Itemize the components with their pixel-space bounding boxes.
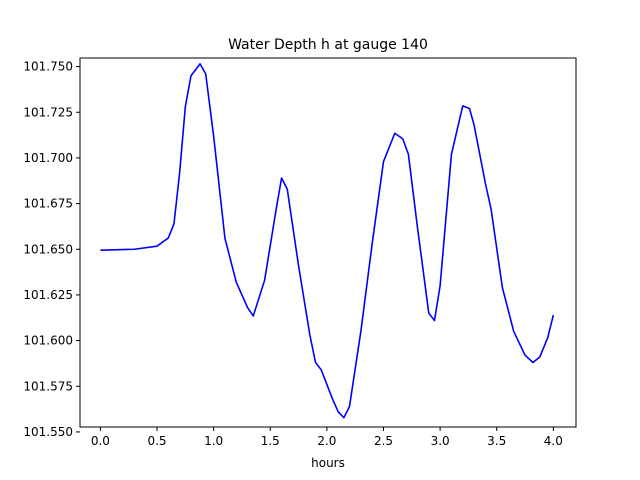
- y-tick-label: 101.625: [23, 288, 73, 302]
- x-tick-label: 0.5: [147, 434, 166, 448]
- y-tick-label: 101.575: [23, 379, 73, 393]
- series-line-0: [100, 63, 555, 419]
- y-axis: 101.550 101.575 101.600 101.625 101.650 101.6…: [23, 60, 80, 439]
- x-tick-label: 4.0: [544, 434, 563, 448]
- x-tick-label: 1.0: [204, 434, 223, 448]
- y-tick-label: 101.650: [23, 242, 73, 256]
- x-axis-label: hours: [311, 456, 345, 470]
- y-tick-label: 101.750: [23, 60, 73, 74]
- chart-title: Water Depth h at gauge 140: [228, 37, 428, 53]
- x-tick-label: 0.0: [91, 434, 110, 448]
- x-tick-label: 2.0: [317, 434, 336, 448]
- y-tick-label: 101.600: [23, 334, 73, 348]
- y-tick-label: 101.675: [23, 197, 73, 211]
- x-tick-label: 3.0: [431, 434, 450, 448]
- y-tick-label: 101.700: [23, 151, 73, 165]
- x-tick-label: 1.5: [261, 434, 280, 448]
- y-tick-label: 101.725: [23, 105, 73, 119]
- plot-area: [79, 57, 577, 428]
- x-tick-label: 2.5: [374, 434, 393, 448]
- x-tick-label: 3.5: [487, 434, 506, 448]
- y-tick-label: 101.550: [23, 425, 73, 439]
- x-axis: 0.0 0.5 1.0 1.5 2.0 2.5 3.0 3.5 4.0: [91, 427, 563, 448]
- axes-frame: [79, 57, 577, 428]
